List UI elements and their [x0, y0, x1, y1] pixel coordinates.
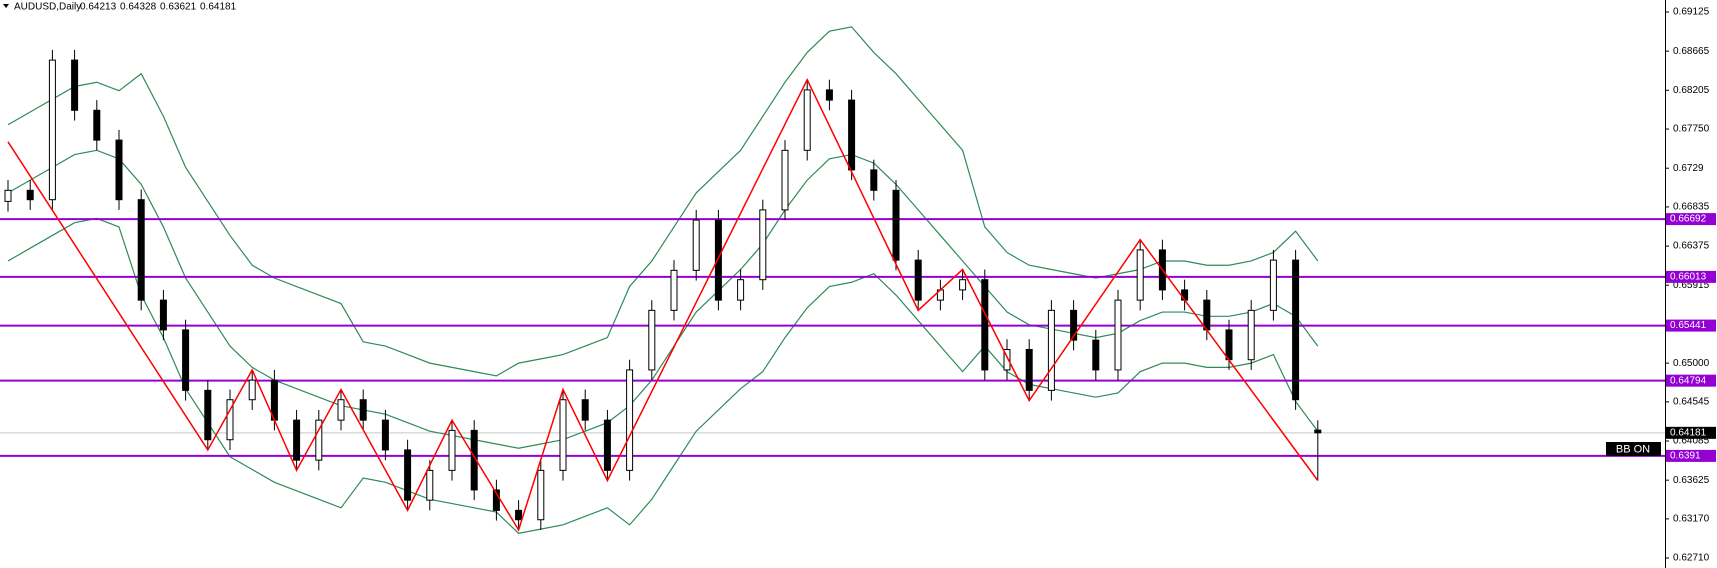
- y-tick-label: 0.64545: [1673, 396, 1710, 407]
- candle-body: [426, 469, 434, 501]
- candle-body: [115, 139, 123, 201]
- level-label-box: [1666, 213, 1716, 226]
- candle-body: [781, 149, 789, 211]
- candle-body: [204, 389, 212, 441]
- candle-body: [448, 429, 456, 471]
- candle-body: [4, 189, 12, 202]
- candle-body: [914, 259, 922, 301]
- candle-body: [337, 399, 345, 421]
- y-tick-label: 0.64085: [1673, 436, 1710, 447]
- candle-body: [515, 509, 523, 521]
- y-tick-label: 0.66375: [1673, 241, 1710, 252]
- candle-body: [404, 449, 412, 501]
- y-tick-label: 0.62710: [1673, 553, 1710, 564]
- candle-body: [159, 299, 167, 331]
- y-tick-label: 0.68205: [1673, 85, 1710, 96]
- level-label: 0.65441: [1670, 320, 1707, 331]
- candle-body: [470, 429, 478, 491]
- level-label: 0.64794: [1670, 375, 1707, 386]
- y-tick-label: 0.6729: [1673, 163, 1704, 174]
- candle-body: [137, 199, 145, 301]
- candle-body: [537, 469, 545, 521]
- candle-body: [981, 279, 989, 371]
- candle-body: [248, 379, 256, 401]
- level-label: 0.66692: [1670, 214, 1707, 225]
- candle-body: [825, 89, 833, 101]
- chart-title: AUDUSD,Daily: [14, 2, 81, 13]
- candle-body: [1269, 259, 1277, 311]
- candle-body: [48, 59, 56, 201]
- candle-body: [670, 269, 678, 311]
- candle-body: [315, 419, 323, 461]
- candle-body: [648, 309, 656, 371]
- y-tick-label: 0.68665: [1673, 46, 1710, 57]
- candle-body: [381, 419, 389, 451]
- zigzag: [7, 77, 1319, 532]
- level-label: 0.6391: [1670, 451, 1701, 462]
- candle-body: [71, 59, 79, 111]
- y-tick-label: 0.66835: [1673, 202, 1710, 213]
- y-tick-label: 0.65915: [1673, 280, 1710, 291]
- level-label: 0.66013: [1670, 272, 1707, 283]
- y-tick-label: 0.69125: [1673, 7, 1710, 18]
- candle-body: [626, 369, 634, 471]
- candle-body: [581, 399, 589, 421]
- candle-body: [1314, 429, 1322, 434]
- level-label-box: [1666, 449, 1716, 462]
- candle-body: [692, 219, 700, 271]
- candle-body: [759, 209, 767, 281]
- candle-body: [93, 109, 101, 141]
- candle-body: [492, 489, 500, 511]
- candle-body: [1225, 329, 1233, 361]
- candle-body: [803, 89, 811, 151]
- y-tick-label: 0.65000: [1673, 358, 1710, 369]
- candle-body: [959, 279, 967, 291]
- candle-body: [26, 189, 34, 201]
- candle-body: [1203, 299, 1211, 331]
- y-tick-label: 0.67750: [1673, 124, 1710, 135]
- y-tick-label: 0.63625: [1673, 475, 1710, 486]
- level-label-box: [1666, 374, 1716, 387]
- candle-body: [1070, 309, 1078, 341]
- indicator-box: [1606, 442, 1661, 456]
- ohlc-high: 0.64328: [120, 2, 157, 13]
- candle-body: [603, 419, 611, 471]
- candle-body: [1292, 259, 1300, 401]
- candle-body: [1181, 289, 1189, 301]
- ohlc-low: 0.63621: [160, 2, 197, 13]
- candle-body: [293, 419, 301, 461]
- level-label-box: [1666, 319, 1716, 332]
- candle-body: [848, 99, 856, 171]
- bollinger-band: [7, 217, 1319, 535]
- candle-body: [1003, 348, 1011, 371]
- candle-body: [1092, 339, 1100, 371]
- candle-body: [1047, 309, 1055, 391]
- candle-body: [559, 399, 567, 471]
- menu-arrow[interactable]: [3, 4, 9, 8]
- candle-body: [892, 189, 900, 261]
- current-price-box: [1666, 426, 1716, 439]
- candle-body: [226, 399, 234, 441]
- bollinger-band: [7, 149, 1319, 449]
- candle-body: [737, 279, 745, 301]
- candle-body: [1025, 348, 1033, 391]
- candle-body: [714, 219, 722, 301]
- level-label-box: [1666, 270, 1716, 283]
- candle-body: [1114, 299, 1122, 371]
- ohlc-close: 0.64181: [200, 2, 237, 13]
- candle-body: [1136, 249, 1144, 301]
- candle-body: [359, 399, 367, 421]
- candle-body: [1247, 309, 1255, 361]
- current-price-label: 0.64181: [1670, 427, 1707, 438]
- candle-body: [870, 169, 878, 191]
- y-tick-label: 0.63170: [1673, 514, 1710, 525]
- ohlc-open: 0.64213: [80, 2, 117, 13]
- candle-body: [182, 329, 190, 391]
- indicator-label: BB ON: [1616, 443, 1650, 455]
